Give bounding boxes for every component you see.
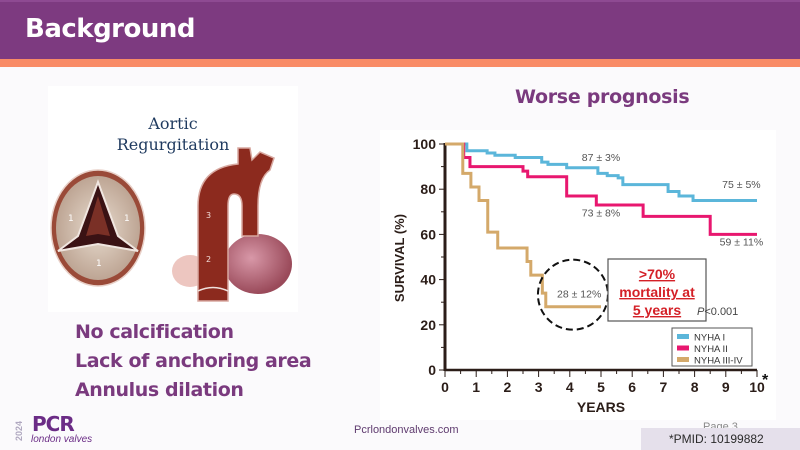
legend-swatch [677,345,689,351]
legend-label: NYHA I [694,333,725,344]
legend-swatch [677,357,689,362]
x-tick-label: 2 [504,379,512,395]
heart-illustration: 1 1 1 3 2 [50,147,292,302]
pmid-reference: *PMID: 10199882 [641,428,800,450]
x-tick-label: 8 [691,379,699,395]
y-axis-label: SURVIVAL (%) [392,214,407,302]
y-tick-label: 60 [420,226,436,242]
aortic-regurgitation-illustration: 1 1 1 3 2 Aortic Regurgitation [48,86,298,312]
survival-annotation: 75 ± 5% [722,179,760,191]
p-value-number: <0.001 [704,306,738,318]
y-tick-label: 0 [428,362,436,378]
illustration-title-line2: Regurgitation [116,135,230,154]
x-tick-label: 0 [441,379,449,395]
p-value-symbol: P [697,306,705,318]
findings-list: No calcification Lack of anchoring area … [75,318,312,405]
survival-annotation: 73 ± 8% [582,207,620,219]
logo-year: 2024 [14,420,24,442]
survival-curve-nyha-iii-iv [445,142,601,309]
page-title: Background [25,14,196,44]
section-title: Worse prognosis [515,86,690,108]
aorta-segment-label: 3 [206,211,211,220]
footer-url[interactable]: Pcrlondonvalves.com [354,424,459,436]
legend-swatch [677,334,689,339]
valve-leaflet-label: 1 [124,214,130,224]
heart-side-view: 3 2 [172,147,292,302]
survival-curve-nyha-i [445,142,757,202]
aorta-segment-label: 2 [206,255,211,264]
valve-leaflet-label: 1 [96,259,102,269]
valve-top-view: 1 1 1 [50,169,146,287]
survival-annotation: 59 ± 11% [720,237,764,249]
x-axis-label: YEARS [577,399,625,415]
footnote-asterisk: * [762,372,769,389]
x-tick-label: 9 [722,379,730,395]
header-bar: Background [0,0,800,59]
mortality-callout-text: mortality at [619,284,695,300]
y-tick-label: 100 [413,136,437,152]
y-tick-label: 40 [420,272,436,288]
x-tick-label: 1 [472,379,480,395]
x-tick-label: 10 [749,379,765,395]
finding-item: Lack of anchoring area [75,350,312,372]
p-value: P<0.001 [697,306,738,318]
survival-curve-nyha-ii [445,142,757,236]
x-tick-label: 7 [660,379,668,395]
finding-item: Annulus dilation [75,379,244,401]
illustration-title-line1: Aortic [148,114,198,133]
x-tick-label: 6 [628,379,636,395]
x-tick-label: 3 [535,379,543,395]
mortality-callout-text: >70% [639,266,676,282]
logo-subtitle: london valves [31,434,93,445]
mortality-callout-box [607,258,707,322]
valve-leaflet-label: 1 [68,214,74,224]
finding-item: No calcification [75,321,234,343]
y-tick-label: 20 [420,317,436,333]
survival-annotation: 87 ± 3% [582,152,620,164]
mortality-callout-text: 5 years [633,302,681,318]
x-tick-label: 4 [566,379,574,395]
header-accent-stripe [0,59,800,67]
x-tick-label: 5 [597,379,605,395]
pcr-logo: 2024 PCR london valves [14,414,124,448]
y-tick-label: 80 [420,181,436,197]
legend-label: NYHA II [694,344,728,355]
survival-annotation: 28 ± 12% [557,289,601,301]
legend-label: NYHA III-IV [694,356,743,367]
logo-brand: PCR [32,412,75,436]
